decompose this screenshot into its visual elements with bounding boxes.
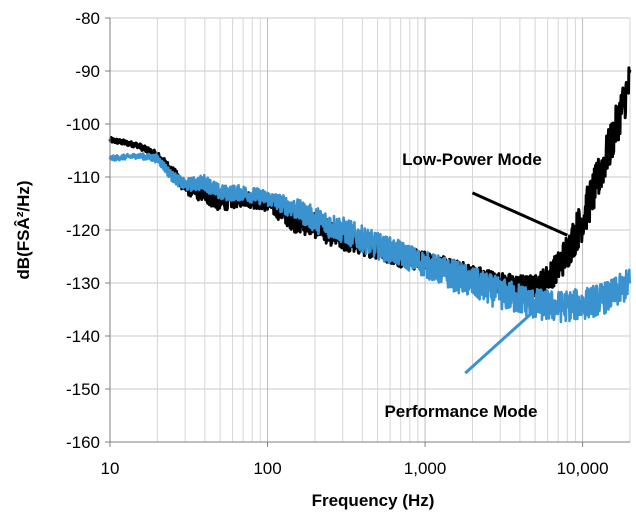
y-tick-label: -160	[66, 433, 100, 452]
x-tick-label: 1,000	[404, 459, 447, 478]
performance-callout-line	[465, 304, 541, 373]
low-power-label: Low-Power Mode	[402, 150, 542, 169]
y-tick-label: -100	[66, 115, 100, 134]
y-tick-label: -80	[75, 9, 100, 28]
x-tick-label: 10,000	[557, 459, 609, 478]
y-tick-label: -140	[66, 327, 100, 346]
y-tick-label: -110	[67, 168, 100, 187]
x-tick-label: 100	[253, 459, 281, 478]
x-tick-label: 10	[101, 459, 120, 478]
series-layer	[110, 68, 630, 322]
y-tick-label: -130	[66, 274, 100, 293]
y-tick-label: -90	[75, 62, 100, 81]
x-axis-title: Frequency (Hz)	[312, 491, 435, 510]
y-tick-label: -150	[66, 380, 100, 399]
y-tick-label: -120	[66, 221, 100, 240]
performance-series-line	[110, 154, 630, 322]
performance-label: Performance Mode	[384, 402, 537, 421]
y-axis-title: dB(FSÂ²/Hz)	[14, 180, 33, 279]
